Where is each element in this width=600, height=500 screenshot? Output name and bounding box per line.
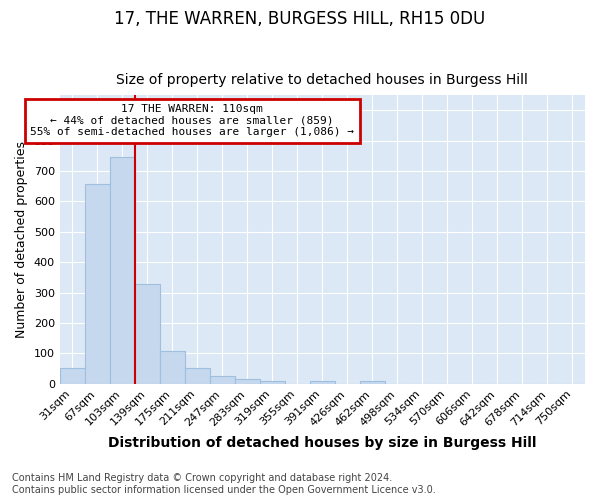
Bar <box>110 158 134 384</box>
Bar <box>185 368 210 384</box>
Bar <box>210 376 235 384</box>
Bar <box>160 352 185 384</box>
X-axis label: Distribution of detached houses by size in Burgess Hill: Distribution of detached houses by size … <box>108 436 536 450</box>
Bar <box>235 380 260 384</box>
Bar <box>310 381 335 384</box>
Text: Contains HM Land Registry data © Crown copyright and database right 2024.
Contai: Contains HM Land Registry data © Crown c… <box>12 474 436 495</box>
Title: Size of property relative to detached houses in Burgess Hill: Size of property relative to detached ho… <box>116 73 528 87</box>
Y-axis label: Number of detached properties: Number of detached properties <box>15 141 28 338</box>
Text: 17, THE WARREN, BURGESS HILL, RH15 0DU: 17, THE WARREN, BURGESS HILL, RH15 0DU <box>115 10 485 28</box>
Bar <box>134 284 160 384</box>
Bar <box>260 381 285 384</box>
Bar <box>59 368 85 384</box>
Text: 17 THE WARREN: 110sqm
← 44% of detached houses are smaller (859)
55% of semi-det: 17 THE WARREN: 110sqm ← 44% of detached … <box>30 104 354 138</box>
Bar <box>360 381 385 384</box>
Bar <box>85 184 110 384</box>
